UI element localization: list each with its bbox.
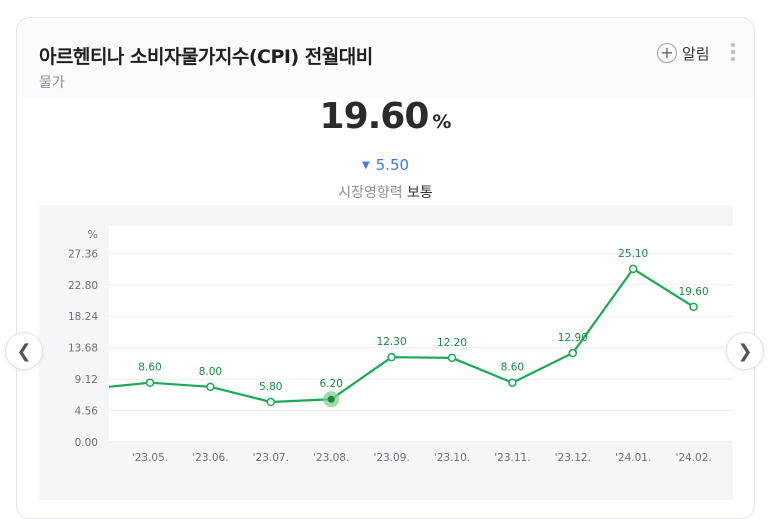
chart-area: 0.00 4.56 9.12 13.68 18.24 22.80 27.36% '23.05.… [39, 205, 733, 500]
data-label: 25.10 [618, 248, 648, 260]
change-amount: 5.50 [375, 156, 410, 174]
plot-background [109, 225, 733, 442]
indicator-title: 아르헨티나 소비자물가지수(CPI) 전월대비 [39, 46, 373, 68]
more-options-button[interactable] [729, 42, 737, 62]
indicator-category: 물가 [39, 75, 65, 91]
alarm-label: 알림 [682, 44, 710, 63]
x-tick-label: '23.05. [132, 452, 168, 464]
data-label: 19.60 [679, 286, 709, 298]
data-label: 12.90 [558, 332, 588, 344]
x-tick-label: '24.02. [675, 452, 711, 464]
x-tick-label: '23.06. [192, 452, 228, 464]
data-label: 8.00 [199, 366, 222, 378]
data-label: 12.30 [377, 336, 407, 348]
data-label: 6.20 [320, 378, 343, 390]
y-tick-label: 13.68 [68, 343, 98, 355]
dot-icon [731, 57, 735, 61]
x-tick-label: '23.10. [434, 452, 470, 464]
data-label: 12.20 [437, 337, 467, 349]
y-tick-label: 9.12 [75, 374, 98, 386]
card-header [17, 18, 754, 98]
current-value-number: 19.60 [319, 96, 430, 137]
data-point [145, 378, 155, 387]
data-label: 8.60 [501, 362, 524, 374]
y-tick-label: 4.56 [75, 406, 99, 418]
y-tick-label: 0.00 [75, 437, 98, 449]
current-value-unit: % [432, 111, 452, 133]
dot-icon [731, 43, 735, 47]
triangle-down-icon: ▼ [361, 160, 370, 171]
data-point [568, 348, 578, 358]
market-impact-value: 보통 [407, 185, 433, 201]
x-tick-label: '23.07. [253, 452, 289, 464]
data-point [628, 264, 638, 274]
y-tick-label: 18.24 [68, 311, 98, 323]
prev-button[interactable]: ❮ [5, 332, 43, 370]
data-point [266, 397, 276, 407]
plus-circle-icon: + [657, 43, 677, 63]
data-point [327, 395, 335, 403]
current-value: 19.60% [17, 96, 754, 137]
change-value: ▼ 5.50 [17, 156, 754, 174]
chevron-left-icon: ❮ [16, 340, 32, 362]
dot-icon [731, 50, 735, 54]
x-tick-label: '23.11. [494, 452, 530, 464]
x-tick-label: '23.12. [555, 452, 591, 464]
data-point [508, 378, 517, 387]
x-tick-label: '24.01. [615, 452, 651, 464]
chevron-right-icon: ❯ [737, 340, 753, 362]
y-unit-label: % [88, 228, 98, 241]
y-tick-label: 22.80 [68, 280, 98, 292]
data-label: 8.60 [138, 362, 161, 374]
cpi-line-chart: 0.00 4.56 9.12 13.68 18.24 22.80 27.36% '23.05.… [68, 224, 733, 464]
data-point [206, 382, 215, 392]
data-point [387, 352, 396, 362]
next-button[interactable]: ❯ [726, 332, 764, 370]
data-point [689, 302, 698, 312]
alarm-button[interactable]: + 알림 [657, 42, 710, 64]
y-tick-label: 27.36 [68, 248, 98, 260]
x-tick-label: '23.09. [373, 452, 409, 464]
market-impact: 시장영향력 보통 [17, 182, 754, 202]
data-point [447, 353, 457, 363]
x-tick-label: '23.08. [313, 452, 349, 464]
indicator-card: 아르헨티나 소비자물가지수(CPI) 전월대비 물가 + 알림 19.60% ▼… [16, 17, 755, 519]
market-impact-label: 시장영향력 [338, 185, 403, 201]
data-label: 5.80 [259, 381, 282, 393]
